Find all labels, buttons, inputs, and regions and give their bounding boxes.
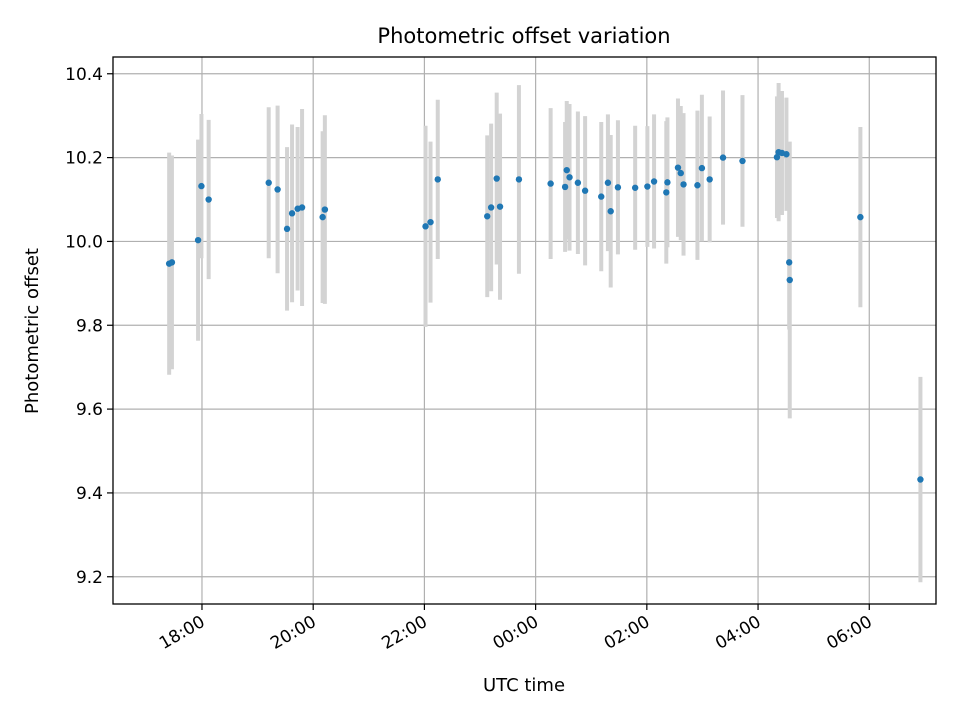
data-point [739, 157, 746, 165]
data-point [607, 208, 614, 215]
data-point [614, 184, 622, 191]
data-point [773, 153, 781, 161]
data-point [680, 181, 687, 188]
data-point [663, 189, 670, 196]
data-point [434, 176, 441, 183]
x-tick-label: 06:00 [823, 612, 875, 654]
y-tick-label: 9.2 [76, 568, 103, 588]
chart-title: Photometric offset variation [377, 24, 670, 48]
data-point [604, 179, 612, 186]
data-point [265, 179, 272, 186]
data-point [288, 210, 296, 217]
data-point [198, 182, 205, 190]
data-point [321, 206, 329, 213]
data-point [484, 213, 491, 220]
data-point [547, 180, 554, 187]
data-point [563, 166, 570, 174]
x-tick-label: 02:00 [601, 612, 653, 654]
x-tick-label: 22:00 [378, 612, 430, 654]
data-point [598, 193, 605, 200]
data-point [496, 203, 504, 210]
data-point [644, 183, 651, 190]
data-point [698, 164, 706, 172]
data-point [298, 204, 306, 211]
plot-frame [112, 56, 937, 605]
data-point [422, 223, 429, 230]
y-axis-ticks: 9.2 9.4 9.6 9.8 10.0 10.2 10.4 [65, 65, 113, 588]
x-tick-label: 18:00 [156, 612, 208, 654]
data-points [165, 148, 924, 483]
data-point [857, 213, 864, 221]
y-tick-label: 9.8 [76, 316, 103, 336]
x-tick-label: 00:00 [490, 612, 542, 654]
data-point [631, 184, 639, 191]
y-axis-label: Photometric offset [22, 248, 43, 414]
data-point [664, 179, 671, 186]
data-point [674, 164, 682, 171]
y-tick-label: 10.0 [65, 232, 103, 252]
x-tick-label: 04:00 [712, 612, 764, 654]
data-point [283, 225, 291, 233]
data-point [274, 186, 281, 193]
data-point [168, 259, 176, 266]
data-point [706, 176, 713, 183]
y-tick-label: 9.4 [76, 484, 103, 504]
data-point [783, 151, 790, 158]
grid [113, 57, 936, 604]
data-point [561, 183, 569, 191]
data-point [581, 187, 589, 194]
data-point [719, 154, 727, 161]
data-point [319, 213, 326, 221]
data-point [917, 476, 924, 483]
data-point [650, 178, 658, 185]
y-tick-label: 10.2 [65, 149, 103, 169]
data-point [694, 182, 701, 189]
x-axis-ticks: 18:00 20:00 22:00 00:00 02:00 04:00 06:00 [156, 604, 876, 654]
data-point [205, 196, 212, 203]
data-point [785, 259, 793, 266]
x-axis-label: UTC time [483, 675, 565, 696]
data-point [574, 179, 582, 186]
y-tick-label: 10.4 [65, 65, 103, 85]
data-point [677, 169, 684, 177]
data-point [515, 176, 523, 183]
data-point [427, 218, 434, 226]
data-point [487, 204, 495, 211]
data-point [566, 174, 573, 181]
data-point [493, 175, 500, 182]
x-tick-label: 20:00 [267, 612, 319, 654]
data-point [194, 236, 202, 244]
data-point [786, 276, 793, 284]
y-tick-label: 9.6 [76, 400, 103, 420]
